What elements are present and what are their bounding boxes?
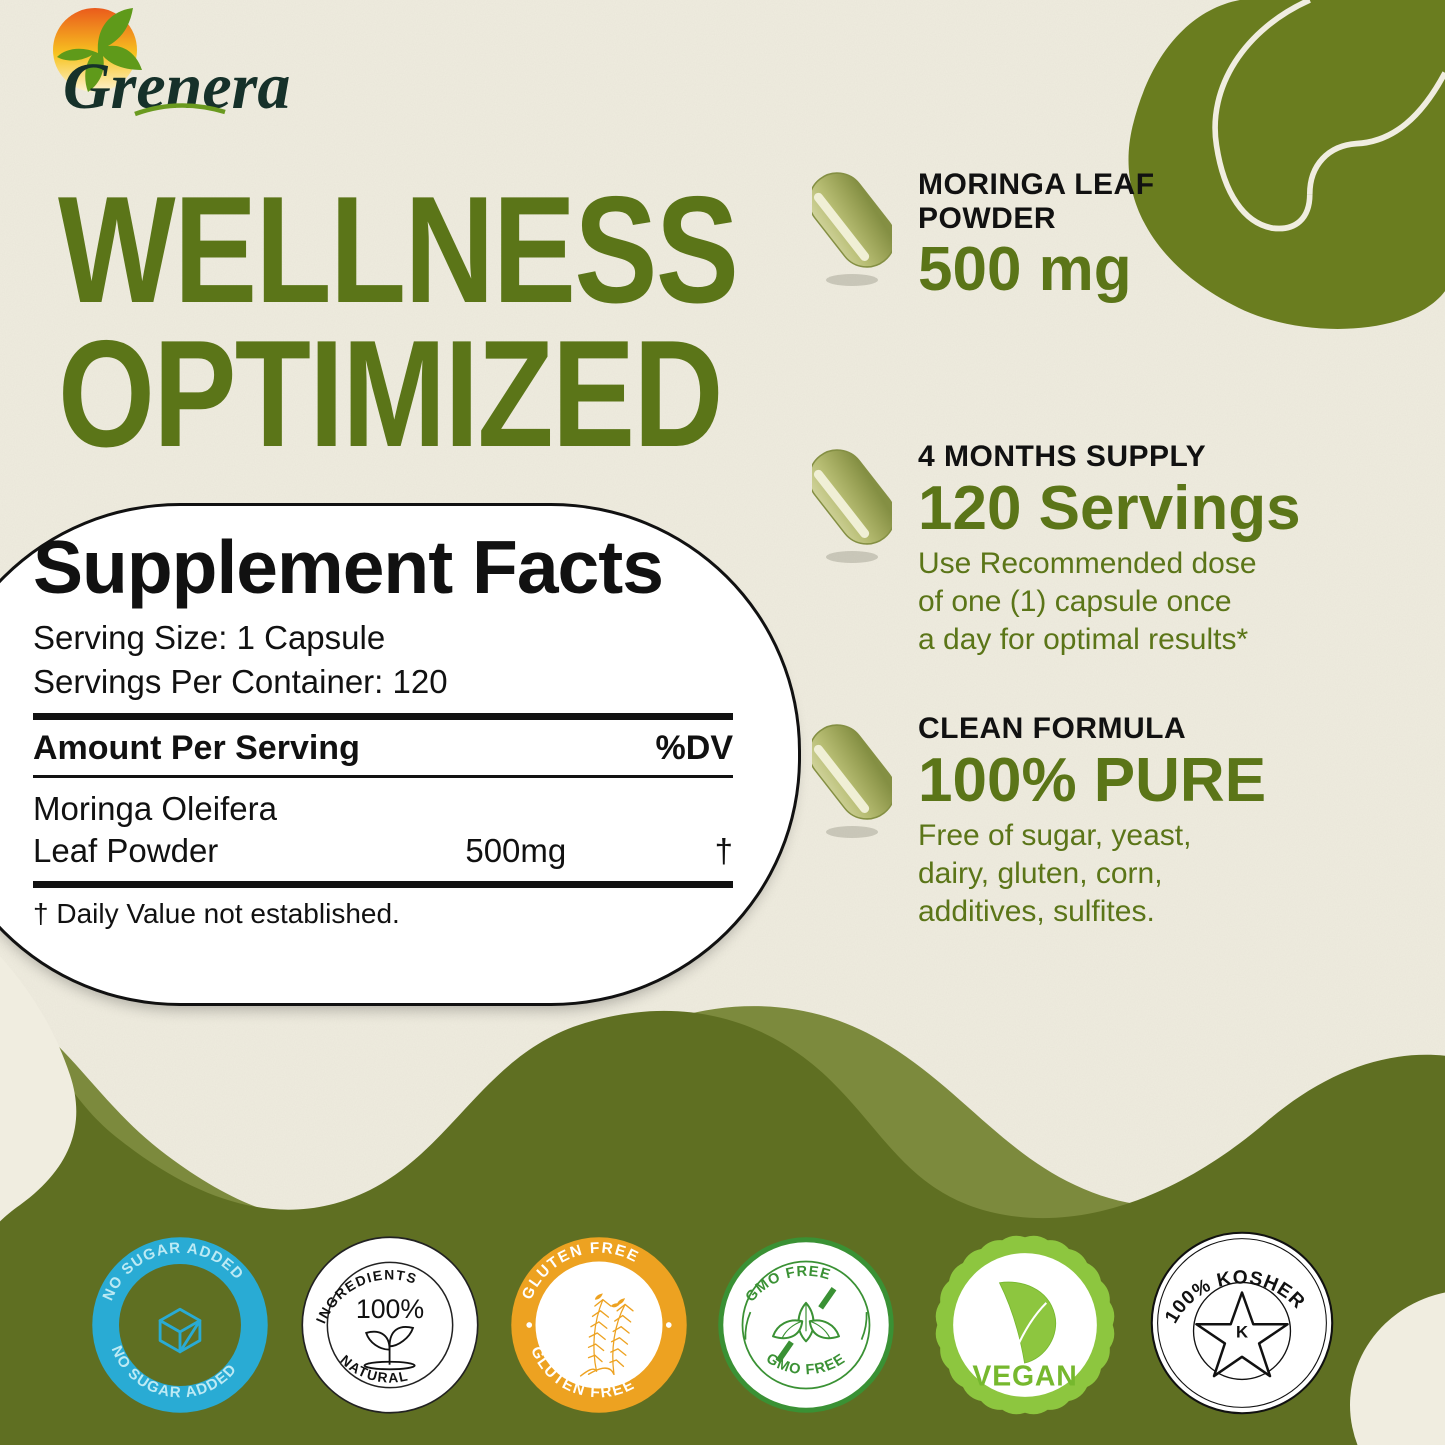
svg-text:VEGAN: VEGAN xyxy=(972,1361,1077,1393)
svg-text:K: K xyxy=(1236,1323,1248,1342)
svg-text:100%: 100% xyxy=(356,1294,424,1324)
